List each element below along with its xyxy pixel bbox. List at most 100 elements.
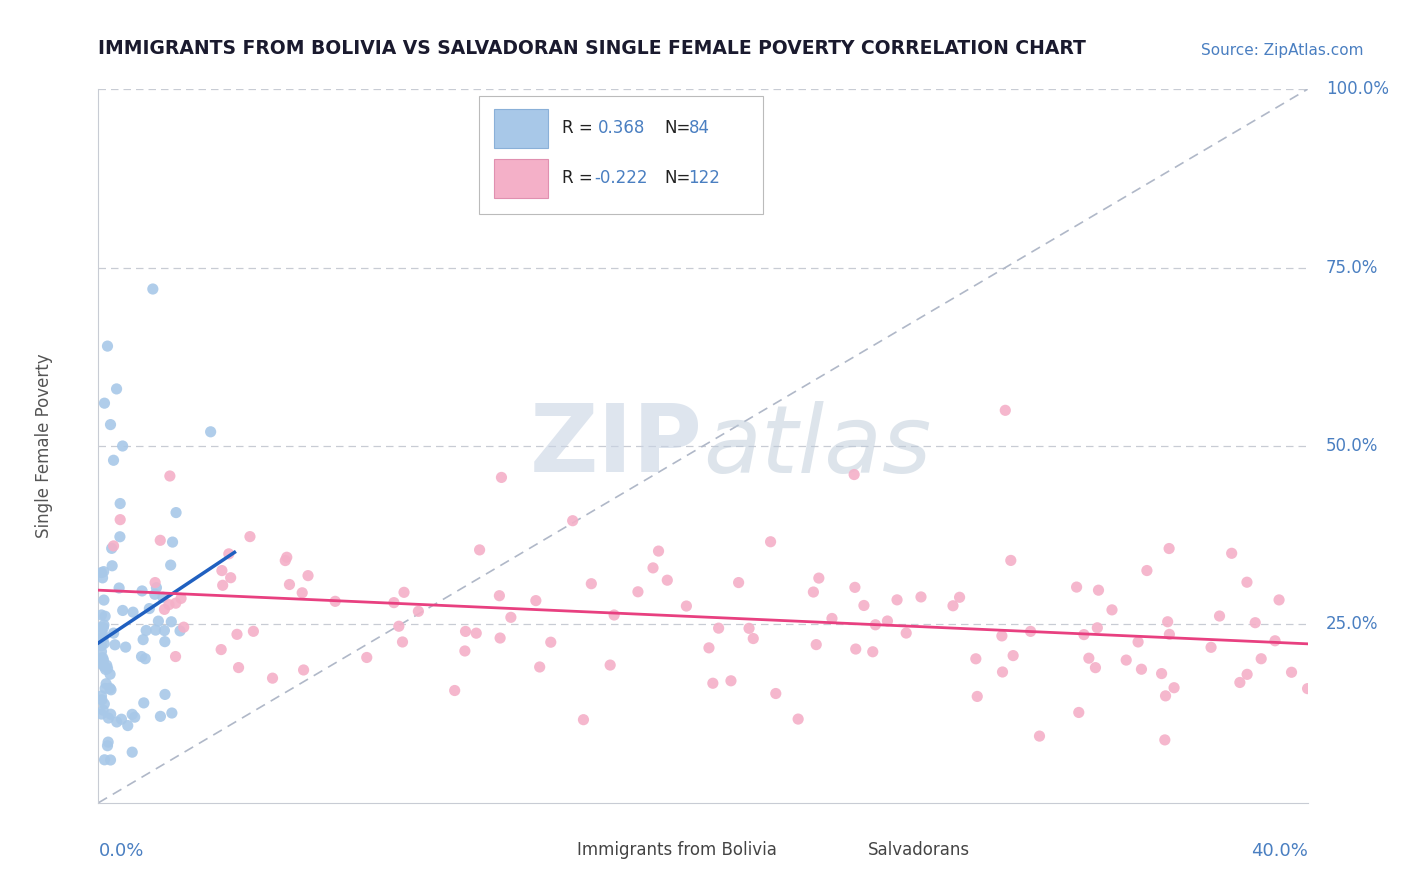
Point [169, 624, 191, 638]
FancyBboxPatch shape [824, 838, 858, 862]
Point [1067, 706, 1090, 720]
Point [101, 558, 124, 573]
Point [262, 671, 284, 685]
Point [599, 658, 621, 673]
Point [114, 640, 136, 654]
Point [132, 696, 155, 710]
Point [149, 533, 172, 548]
Point [90, 689, 112, 703]
Point [647, 544, 669, 558]
Point [94, 677, 117, 691]
Point [132, 632, 155, 647]
Point [765, 686, 787, 700]
Point [1268, 593, 1291, 607]
Point [94, 662, 117, 676]
Point [627, 584, 650, 599]
Point [93, 621, 115, 635]
Point [239, 530, 262, 544]
Point [93, 396, 115, 410]
Point [787, 712, 810, 726]
Point [160, 706, 183, 720]
Point [1073, 627, 1095, 641]
Point [153, 634, 176, 648]
Point [93, 565, 115, 579]
Point [170, 591, 193, 606]
Point [96, 739, 118, 753]
Text: 40.0%: 40.0% [1251, 842, 1308, 860]
Point [1264, 633, 1286, 648]
Point [100, 682, 122, 697]
Text: IMMIGRANTS FROM BOLIVIA VS SALVADORAN SINGLE FEMALE POVERTY CORRELATION CHART: IMMIGRANTS FROM BOLIVIA VS SALVADORAN SI… [98, 39, 1087, 58]
Point [90, 692, 112, 706]
Point [131, 583, 153, 598]
Point [90, 707, 112, 722]
Point [323, 594, 346, 608]
Point [96, 658, 118, 673]
Point [720, 673, 742, 688]
Point [165, 596, 187, 610]
Point [122, 605, 145, 619]
Point [821, 611, 844, 625]
Point [135, 624, 157, 638]
Point [278, 577, 301, 591]
Point [1244, 615, 1267, 630]
Point [103, 453, 125, 467]
Point [90, 607, 112, 622]
Point [1154, 689, 1177, 703]
Point [105, 714, 128, 729]
Point [491, 470, 513, 484]
Point [103, 539, 125, 553]
Point [1163, 681, 1185, 695]
Point [209, 642, 232, 657]
Text: Single Female Poverty: Single Female Poverty [35, 354, 53, 538]
Point [200, 425, 222, 439]
Point [896, 626, 918, 640]
Point [581, 576, 603, 591]
Text: 122: 122 [689, 169, 720, 187]
Point [524, 593, 547, 607]
Point [108, 513, 131, 527]
Point [1150, 666, 1173, 681]
FancyBboxPatch shape [494, 159, 548, 198]
Point [165, 649, 187, 664]
Text: Immigrants from Bolivia: Immigrants from Bolivia [578, 841, 778, 859]
Point [90, 620, 112, 634]
Point [93, 618, 115, 632]
Point [886, 592, 908, 607]
Point [219, 571, 242, 585]
Point [1126, 635, 1149, 649]
Point [228, 660, 250, 674]
Point [948, 591, 970, 605]
Text: N=: N= [664, 169, 690, 187]
Point [100, 753, 122, 767]
Point [1066, 580, 1088, 594]
Point [93, 753, 115, 767]
Point [1028, 729, 1050, 743]
Point [97, 711, 120, 725]
Point [131, 649, 153, 664]
Point [845, 642, 868, 657]
Point [657, 573, 679, 587]
Point [1153, 732, 1175, 747]
Text: ZIP: ZIP [530, 400, 703, 492]
Point [226, 627, 249, 641]
Point [862, 645, 884, 659]
Point [529, 660, 551, 674]
FancyBboxPatch shape [479, 96, 763, 214]
Point [93, 653, 115, 667]
Text: 0.0%: 0.0% [98, 842, 143, 860]
Point [152, 591, 174, 605]
Point [1250, 652, 1272, 666]
Text: 84: 84 [689, 120, 710, 137]
Point [148, 614, 170, 628]
Point [242, 624, 264, 639]
Point [727, 575, 749, 590]
Point [90, 566, 112, 580]
Point [111, 603, 134, 617]
Point [1236, 575, 1258, 590]
Point [910, 590, 932, 604]
Point [1236, 667, 1258, 681]
Point [94, 609, 117, 624]
Point [117, 718, 139, 732]
Point [392, 585, 415, 599]
